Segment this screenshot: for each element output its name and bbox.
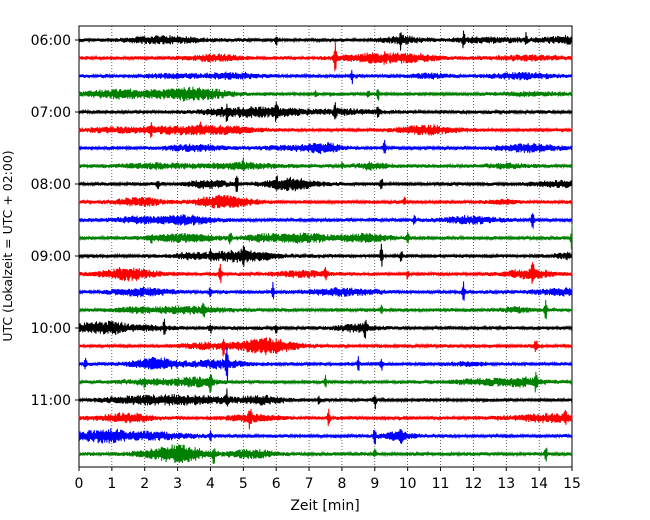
trace-1045 xyxy=(78,371,573,393)
x-tick-label: 8 xyxy=(337,476,346,492)
x-tick-label: 3 xyxy=(173,476,182,492)
y-axis-ticks: 06:00 07:00 08:00 09:00 10:00 11:00 xyxy=(31,33,79,409)
y-tick-label: 06:00 xyxy=(31,33,71,49)
trace-0615 xyxy=(78,42,573,71)
trace-0800 xyxy=(78,175,573,193)
y-tick-label: 07:00 xyxy=(31,105,71,121)
y-tick-label: 10:00 xyxy=(31,321,71,337)
trace-0730 xyxy=(78,139,573,155)
trace-0815 xyxy=(78,194,573,209)
trace-1000 xyxy=(78,318,573,339)
y-tick-label: 11:00 xyxy=(31,393,71,409)
trace-0745 xyxy=(78,157,573,172)
x-tick-label: 5 xyxy=(239,476,248,492)
x-tick-label: 4 xyxy=(206,476,215,492)
trace-0830 xyxy=(78,213,573,229)
trace-0715 xyxy=(78,121,573,138)
trace-0700 xyxy=(78,101,573,122)
trace-0845 xyxy=(78,223,573,250)
x-axis-ticks: 0 1 2 3 4 5 6 7 8 9 10 11 12 13 14 15 xyxy=(75,467,581,492)
y-axis-label: UTC (Lokalzeit = UTC + 02:00) xyxy=(0,150,15,341)
x-tick-label: 11 xyxy=(432,476,450,492)
x-tick-label: 10 xyxy=(399,476,417,492)
trace-1100 xyxy=(78,388,573,410)
y-tick-label: 08:00 xyxy=(31,177,71,193)
trace-0600 xyxy=(78,30,573,51)
trace-0630 xyxy=(78,69,573,85)
seismic-traces xyxy=(78,30,573,465)
y-tick-label: 09:00 xyxy=(31,249,71,265)
trace-0915 xyxy=(78,262,573,284)
x-tick-label: 7 xyxy=(305,476,314,492)
x-tick-label: 13 xyxy=(497,476,515,492)
x-axis-label: Zeit [min] xyxy=(290,498,359,514)
x-tick-label: 9 xyxy=(370,476,379,492)
trace-1115 xyxy=(78,408,573,430)
x-tick-label: 15 xyxy=(563,476,581,492)
trace-1030 xyxy=(78,347,573,383)
x-tick-label: 6 xyxy=(272,476,281,492)
x-tick-label: 2 xyxy=(140,476,149,492)
trace-1015 xyxy=(78,337,573,357)
x-tick-label: 1 xyxy=(107,476,116,492)
trace-0930 xyxy=(78,281,573,301)
x-tick-label: 12 xyxy=(464,476,482,492)
x-tick-label: 0 xyxy=(75,476,84,492)
x-tick-label: 14 xyxy=(530,476,548,492)
trace-0945 xyxy=(78,300,573,320)
trace-1145 xyxy=(78,444,573,465)
